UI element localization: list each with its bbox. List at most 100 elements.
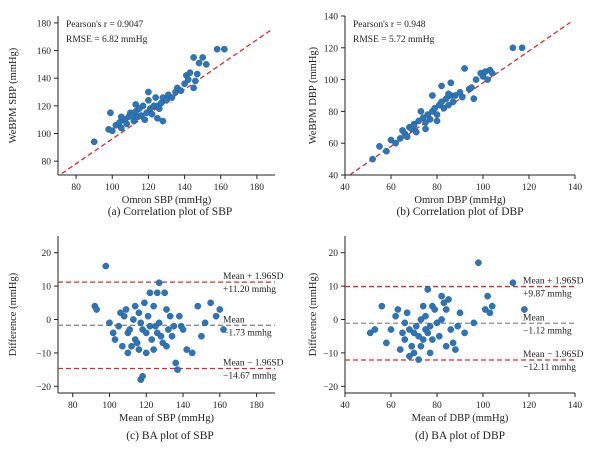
x-axis-label: Omron SBP (mmHg) <box>122 195 212 206</box>
data-point <box>449 339 457 347</box>
data-point <box>90 138 98 146</box>
data-point <box>122 306 130 313</box>
data-point <box>153 289 161 297</box>
data-point <box>461 65 468 72</box>
data-point <box>406 352 413 360</box>
data-point <box>424 329 432 337</box>
data-point <box>190 54 197 61</box>
data-point <box>440 299 448 307</box>
data-point <box>186 69 194 77</box>
data-point <box>144 312 152 320</box>
y-axis-label: Difference (mmHg) <box>8 272 19 356</box>
panel-caption: (a) Correlation plot of SBP <box>108 206 233 218</box>
x-tick-label: 60 <box>386 401 396 411</box>
data-point <box>470 95 478 103</box>
data-point <box>452 92 459 99</box>
x-tick-label: 140 <box>177 183 192 193</box>
data-point <box>431 306 439 313</box>
data-point <box>141 299 148 307</box>
lower-loa-line-annotation: Mean − 1.96SD <box>223 359 284 369</box>
data-point <box>468 84 475 91</box>
data-point <box>195 59 203 67</box>
y-tick-label: 100 <box>324 76 339 86</box>
lower-loa-line-value: −14.67 mmhg <box>223 372 277 382</box>
data-point <box>221 45 228 53</box>
data-point <box>378 302 386 310</box>
data-point <box>135 309 143 317</box>
data-point <box>438 82 445 90</box>
y-tick-label: 120 <box>324 44 339 54</box>
upper-loa-line-annotation: Mean + 1.96SD <box>523 277 584 287</box>
y-axis-label: WeBPM DBP (mmHg) <box>308 46 319 144</box>
data-point <box>438 316 445 323</box>
y-tick-label: 0 <box>333 316 338 326</box>
x-tick-label: 120 <box>522 183 537 193</box>
data-point <box>145 88 152 96</box>
x-axis-label: Omron DBP (mmHg) <box>414 195 506 206</box>
panel-caption: (d) BA plot of DBP <box>415 430 505 442</box>
y-tick-label: 120 <box>37 102 52 112</box>
y-tick-label: 20 <box>329 249 339 259</box>
data-point <box>145 96 152 104</box>
data-point <box>447 326 455 333</box>
data-point <box>445 101 452 109</box>
data-point <box>194 302 202 310</box>
data-point <box>174 366 181 373</box>
y-tick-label: 140 <box>37 75 52 85</box>
data-point <box>371 326 379 333</box>
data-point <box>111 336 119 343</box>
mean-line-value: −1.73 mmhg <box>223 328 272 338</box>
lower-loa-line-value: −12.11 mmhg <box>523 363 576 373</box>
data-point <box>422 125 429 133</box>
data-point <box>126 326 134 333</box>
y-tick-label: 180 <box>37 19 52 29</box>
data-point <box>184 76 192 83</box>
data-point <box>220 326 227 333</box>
data-point <box>442 342 450 350</box>
data-point <box>106 319 113 327</box>
mean-line-annotation: Mean <box>223 315 245 325</box>
data-point <box>396 135 404 142</box>
data-point <box>135 346 143 353</box>
data-point <box>177 87 185 95</box>
data-point <box>207 299 214 307</box>
data-point <box>93 306 100 313</box>
x-tick-label: 80 <box>71 183 81 193</box>
x-tick-label: 140 <box>176 401 191 411</box>
data-point <box>488 302 496 310</box>
data-point <box>521 306 528 313</box>
data-point <box>417 316 425 323</box>
data-point <box>392 139 399 147</box>
data-point <box>408 342 416 350</box>
data-point <box>426 116 434 123</box>
data-point <box>202 61 210 68</box>
data-point <box>163 306 170 313</box>
upper-loa-line-annotation: Mean + 1.96SD <box>223 272 284 282</box>
x-tick-label: 180 <box>250 183 265 193</box>
data-point <box>452 346 459 353</box>
mean-line-value: −1.12 mmhg <box>523 326 572 336</box>
data-point <box>154 114 161 122</box>
data-point <box>117 113 125 121</box>
x-axis-label: Mean of SBP (mmHg) <box>119 413 214 424</box>
data-point <box>415 356 422 363</box>
data-point <box>139 102 147 110</box>
fit-line <box>61 29 272 175</box>
x-tick-label: 80 <box>432 183 442 193</box>
data-point <box>456 309 464 317</box>
data-point <box>399 329 406 337</box>
x-tick-label: 40 <box>340 401 350 411</box>
data-point <box>142 329 150 337</box>
data-point <box>433 111 441 118</box>
x-tick-label: 140 <box>568 183 583 193</box>
data-point <box>426 322 434 330</box>
data-point <box>403 133 411 141</box>
data-point <box>412 128 420 136</box>
data-point <box>401 319 409 327</box>
data-point <box>102 262 110 270</box>
data-point <box>454 322 462 330</box>
x-tick-label: 100 <box>476 183 491 193</box>
y-tick-label: 160 <box>37 47 52 57</box>
y-axis-label: WeBPM SBP (mmHg) <box>8 47 19 143</box>
data-point <box>192 77 199 85</box>
